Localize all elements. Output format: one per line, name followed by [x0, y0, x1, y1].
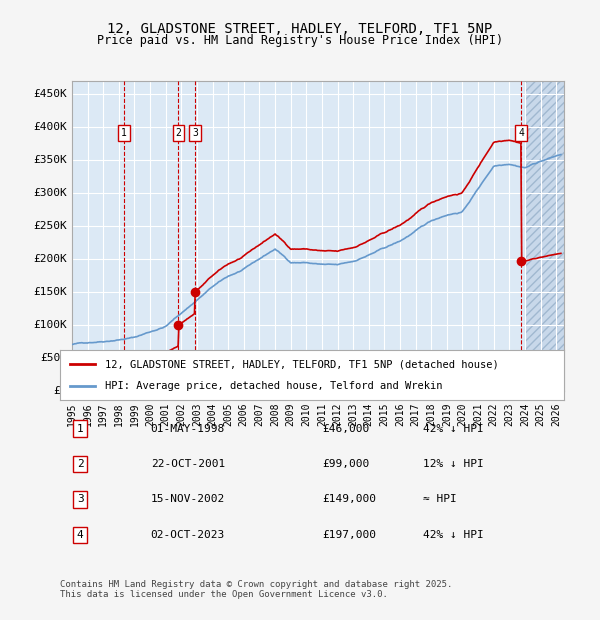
Text: 3: 3 [192, 128, 198, 138]
Text: 2004: 2004 [208, 403, 218, 427]
Text: £0: £0 [53, 386, 67, 396]
Text: 1: 1 [77, 423, 83, 433]
Text: 1995: 1995 [67, 403, 77, 427]
Text: 2: 2 [77, 459, 83, 469]
Text: 2025: 2025 [536, 403, 545, 427]
Text: 12, GLADSTONE STREET, HADLEY, TELFORD, TF1 5NP: 12, GLADSTONE STREET, HADLEY, TELFORD, T… [107, 22, 493, 36]
Text: 1999: 1999 [130, 403, 139, 427]
Text: £300K: £300K [34, 188, 67, 198]
Text: 2006: 2006 [239, 403, 249, 427]
Text: 2001: 2001 [161, 403, 171, 427]
Text: £400K: £400K [34, 122, 67, 132]
Text: £149,000: £149,000 [322, 495, 376, 505]
Text: 1998: 1998 [114, 403, 124, 427]
Text: 12% ↓ HPI: 12% ↓ HPI [423, 459, 484, 469]
Text: 1997: 1997 [98, 403, 108, 427]
Text: 2026: 2026 [551, 403, 561, 427]
Text: 2017: 2017 [410, 403, 421, 427]
Text: £50K: £50K [40, 353, 67, 363]
Text: 12, GLADSTONE STREET, HADLEY, TELFORD, TF1 5NP (detached house): 12, GLADSTONE STREET, HADLEY, TELFORD, T… [106, 359, 499, 369]
Text: £200K: £200K [34, 254, 67, 264]
Text: 2013: 2013 [348, 403, 358, 427]
Text: 42% ↓ HPI: 42% ↓ HPI [423, 530, 484, 540]
Text: ≈ HPI: ≈ HPI [423, 495, 457, 505]
Text: 2009: 2009 [286, 403, 296, 427]
Text: 2012: 2012 [332, 403, 343, 427]
Text: 2022: 2022 [489, 403, 499, 427]
Bar [525, 81, 564, 391]
Text: 2023: 2023 [505, 403, 514, 427]
Text: 2008: 2008 [270, 403, 280, 427]
Text: 2011: 2011 [317, 403, 327, 427]
Text: 2020: 2020 [457, 403, 467, 427]
Text: Price paid vs. HM Land Registry's House Price Index (HPI): Price paid vs. HM Land Registry's House … [97, 34, 503, 47]
Text: £250K: £250K [34, 221, 67, 231]
Text: 2007: 2007 [254, 403, 265, 427]
Text: 2: 2 [175, 128, 181, 138]
Text: 4: 4 [77, 530, 83, 540]
Text: 2010: 2010 [301, 403, 311, 427]
Text: £99,000: £99,000 [322, 459, 370, 469]
Text: 4: 4 [518, 128, 524, 138]
Text: 22-OCT-2001: 22-OCT-2001 [151, 459, 225, 469]
Text: 1: 1 [121, 128, 127, 138]
Text: HPI: Average price, detached house, Telford and Wrekin: HPI: Average price, detached house, Telf… [106, 381, 443, 391]
Text: 2019: 2019 [442, 403, 452, 427]
Text: 2015: 2015 [379, 403, 389, 427]
Text: 2016: 2016 [395, 403, 405, 427]
Text: £197,000: £197,000 [322, 530, 376, 540]
Text: 2021: 2021 [473, 403, 483, 427]
Text: 2000: 2000 [145, 403, 155, 427]
Text: 3: 3 [77, 495, 83, 505]
Text: Contains HM Land Registry data © Crown copyright and database right 2025.
This d: Contains HM Land Registry data © Crown c… [60, 580, 452, 599]
Text: £450K: £450K [34, 89, 67, 99]
Bar [525, 81, 564, 391]
Text: £46,000: £46,000 [322, 423, 370, 433]
Text: 2002: 2002 [176, 403, 187, 427]
Text: 02-OCT-2023: 02-OCT-2023 [151, 530, 225, 540]
Text: 01-MAY-1998: 01-MAY-1998 [151, 423, 225, 433]
Text: £350K: £350K [34, 155, 67, 165]
Text: 2014: 2014 [364, 403, 374, 427]
Text: £100K: £100K [34, 320, 67, 330]
Text: £150K: £150K [34, 286, 67, 296]
Text: 2005: 2005 [223, 403, 233, 427]
Text: 1996: 1996 [83, 403, 92, 427]
Text: 42% ↓ HPI: 42% ↓ HPI [423, 423, 484, 433]
Text: 2003: 2003 [192, 403, 202, 427]
Text: 15-NOV-2002: 15-NOV-2002 [151, 495, 225, 505]
Text: 2018: 2018 [426, 403, 436, 427]
Text: 2024: 2024 [520, 403, 530, 427]
